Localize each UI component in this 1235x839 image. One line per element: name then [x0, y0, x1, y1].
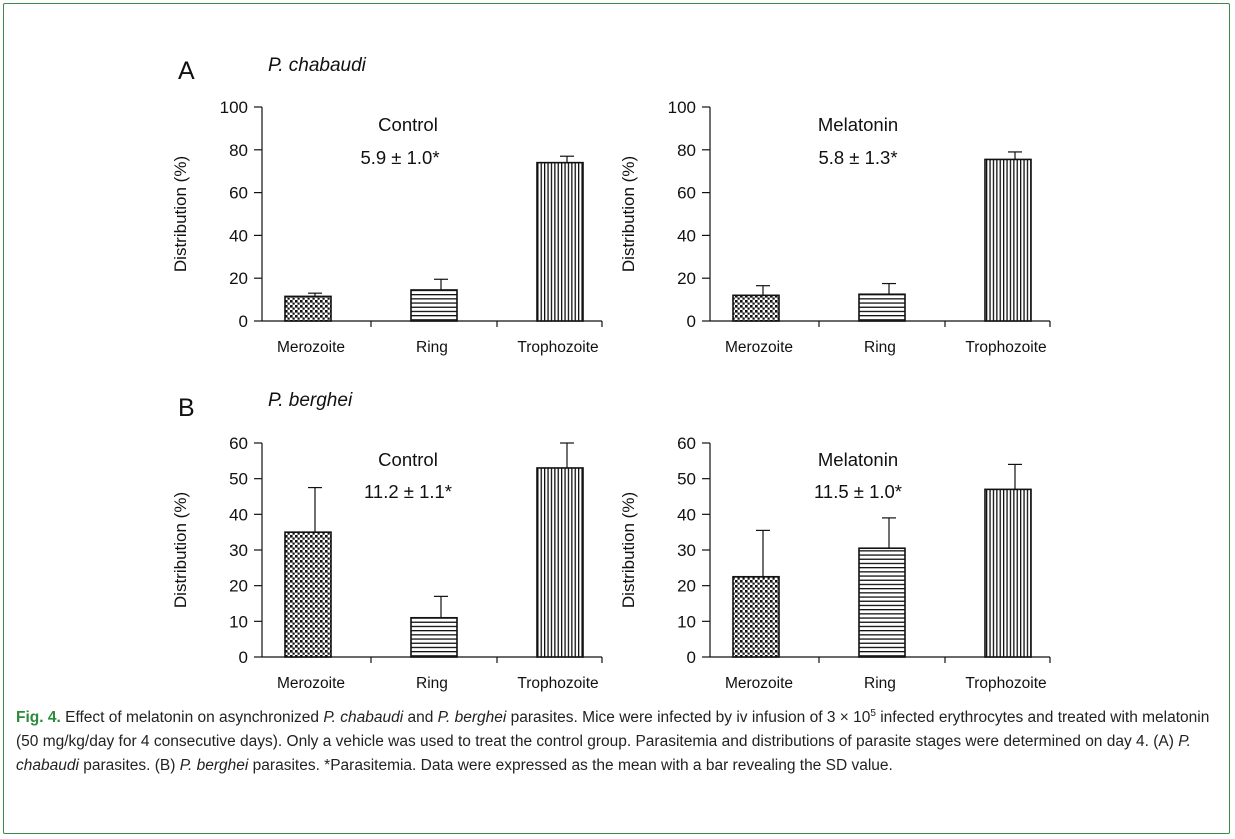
- caption-part: P. berghei: [179, 757, 249, 775]
- y-tick-label: 60: [677, 184, 696, 203]
- y-tick-label: 80: [677, 141, 696, 160]
- x-category-label: Trophozoite: [517, 675, 598, 692]
- caption-part: Effect of melatonin on asynchronized: [60, 709, 324, 727]
- y-tick-label: 50: [677, 470, 696, 489]
- figure-caption: Fig. 4. Effect of melatonin on asynchron…: [16, 702, 1216, 778]
- chart-b-melatonin: 0 10 20 30 40 50 60 Distribution (%) Merozoite Ri…: [619, 434, 1051, 692]
- caption-part: parasites. *Parasitemia. Data were expre…: [248, 757, 893, 775]
- group-label: Melatonin: [818, 449, 898, 470]
- bar-trophozoite: [536, 161, 584, 322]
- y-tick-label: 30: [677, 541, 696, 560]
- panel-species-b: P. berghei: [268, 390, 353, 411]
- bar-merozoite: [284, 295, 332, 322]
- y-tick-label: 40: [229, 226, 248, 245]
- y-axis-label: Distribution (%): [171, 156, 190, 272]
- panel-species-a: P. chabaudi: [268, 55, 367, 76]
- panel-letter-b: B: [178, 394, 195, 422]
- parasitemia-annotation: 11.2 ± 1.1*: [364, 481, 452, 502]
- caption-text: Effect of melatonin on asynchronized P. …: [16, 708, 1210, 775]
- x-category-label: Merozoite: [277, 675, 345, 692]
- x-category-label: Trophozoite: [965, 675, 1046, 692]
- y-tick-label: 50: [229, 470, 248, 489]
- figure-canvas: A P. chabaudi B P. berghei 020406080100D…: [171, 55, 1051, 692]
- caption-part: parasites. Mice were infected by iv infu…: [506, 709, 871, 727]
- y-tick-label: 40: [677, 505, 696, 524]
- y-axis-label: Distribution (%): [619, 156, 638, 272]
- caption-part: and: [403, 709, 438, 727]
- y-tick-label: 10: [677, 612, 696, 631]
- y-tick-label: 40: [677, 226, 696, 245]
- y-tick-label: 0: [687, 648, 696, 667]
- group-label: Melatonin: [818, 114, 898, 135]
- y-tick-label: 30: [229, 541, 248, 560]
- parasitemia-annotation: 5.8 ± 1.3*: [818, 147, 897, 168]
- x-category-label: Merozoite: [725, 675, 793, 692]
- x-category-label: Merozoite: [725, 339, 793, 356]
- x-category-label: Ring: [416, 675, 448, 692]
- x-category-label: Merozoite: [277, 339, 345, 356]
- y-tick-label: 20: [677, 577, 696, 596]
- bar-ring: [858, 547, 906, 658]
- group-label: Control: [378, 114, 438, 135]
- x-category-label: Ring: [416, 339, 448, 356]
- bar-trophozoite: [984, 158, 1032, 322]
- chart-b-control: 0 10 20 30 40 50 60 Distribution (%) Merozoite Ri…: [171, 434, 603, 692]
- y-tick-label: 20: [229, 577, 248, 596]
- caption-part: P. chabaudi: [16, 733, 1191, 775]
- y-tick-label: 0: [239, 648, 248, 667]
- x-category-label: Ring: [864, 675, 896, 692]
- caption-part: P. berghei: [437, 709, 507, 727]
- y-tick-label: 10: [229, 612, 248, 631]
- bar-ring: [410, 616, 458, 658]
- y-tick-label: 40: [229, 505, 248, 524]
- panel-letter-a: A: [178, 57, 195, 85]
- caption-part: parasites. (B): [78, 757, 180, 775]
- caption-part: infected erythrocytes and treated with m…: [16, 709, 1210, 751]
- chart-a-melatonin: 0 20 40 60 80 100 Distribution (%) Merozoite Rin…: [619, 98, 1051, 356]
- bar-trophozoite: [536, 467, 584, 658]
- group-label: Control: [378, 449, 438, 470]
- y-tick-label: 0: [239, 312, 248, 331]
- caption-part: 5: [870, 708, 876, 719]
- bar-merozoite: [284, 531, 332, 658]
- y-axis-label: Distribution (%): [619, 492, 638, 608]
- figure-frame: [3, 3, 1230, 834]
- y-tick-label: 60: [229, 184, 248, 203]
- parasitemia-annotation: 11.5 ± 1.0*: [814, 481, 902, 502]
- y-tick-label: 0: [687, 312, 696, 331]
- bar-merozoite: [732, 294, 780, 322]
- bar-ring: [410, 289, 458, 322]
- parasitemia-annotation: 5.9 ± 1.0*: [360, 147, 439, 168]
- bar-ring: [858, 293, 906, 322]
- y-tick-label: 100: [668, 98, 696, 117]
- x-category-label: Ring: [864, 339, 896, 356]
- x-category-label: Trophozoite: [517, 339, 598, 356]
- y-tick-label: 60: [677, 434, 696, 453]
- y-tick-label: 20: [229, 269, 248, 288]
- y-axis-label: Distribution (%): [171, 492, 190, 608]
- bar-merozoite: [732, 575, 780, 658]
- caption-part: P. chabaudi: [323, 709, 404, 727]
- y-tick-label: 100: [220, 98, 248, 117]
- bar-trophozoite: [984, 488, 1032, 658]
- chart-a-control: 0 20 40 60 80 100 Distribution (%) Merozoite Rin…: [171, 98, 603, 356]
- caption-label: Fig. 4.: [16, 709, 61, 727]
- x-category-label: Trophozoite: [965, 339, 1046, 356]
- y-tick-label: 60: [229, 434, 248, 453]
- y-tick-label: 80: [229, 141, 248, 160]
- y-tick-label: 20: [677, 269, 696, 288]
